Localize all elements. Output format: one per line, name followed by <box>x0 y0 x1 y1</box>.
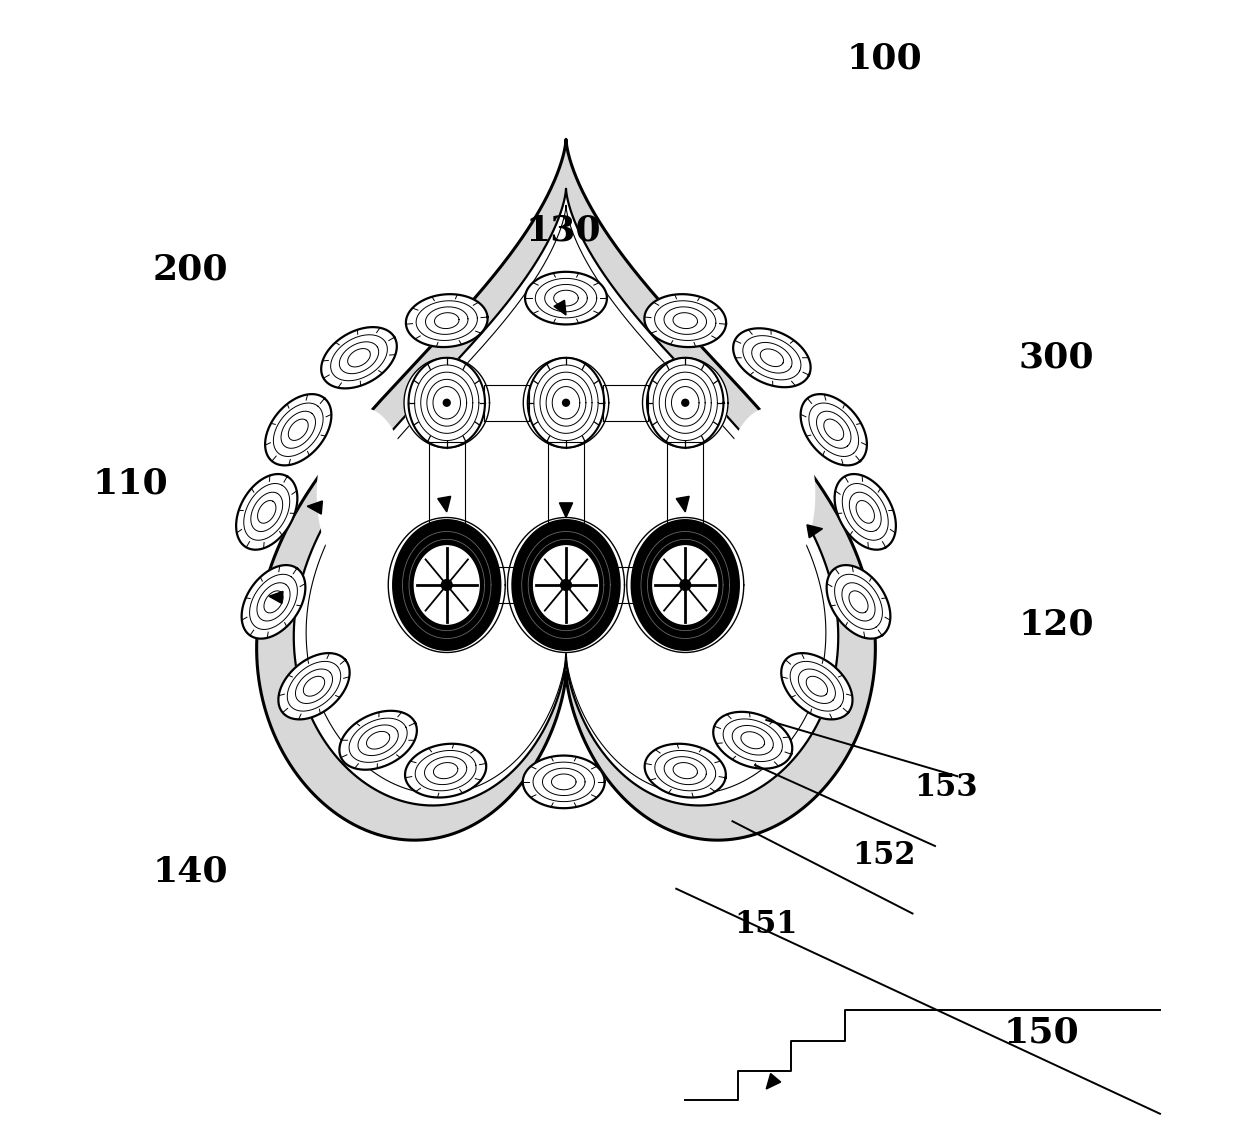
Polygon shape <box>523 756 605 808</box>
Text: 120: 120 <box>1019 608 1095 641</box>
Polygon shape <box>236 474 298 550</box>
Polygon shape <box>242 565 305 639</box>
Polygon shape <box>554 300 565 315</box>
Polygon shape <box>404 358 490 448</box>
Polygon shape <box>645 294 727 348</box>
Polygon shape <box>525 272 606 324</box>
Polygon shape <box>523 358 609 448</box>
Circle shape <box>560 579 572 591</box>
Polygon shape <box>484 567 529 603</box>
Polygon shape <box>801 394 867 466</box>
Polygon shape <box>317 408 408 579</box>
Polygon shape <box>676 496 689 512</box>
Polygon shape <box>512 520 620 650</box>
Polygon shape <box>766 1073 781 1089</box>
Polygon shape <box>559 503 573 518</box>
Circle shape <box>563 399 569 406</box>
Text: 300: 300 <box>1019 341 1095 375</box>
Polygon shape <box>321 327 397 388</box>
Polygon shape <box>294 189 838 805</box>
Text: 200: 200 <box>153 253 228 287</box>
Polygon shape <box>652 546 718 624</box>
Polygon shape <box>257 140 875 840</box>
Polygon shape <box>405 744 486 798</box>
Polygon shape <box>645 744 725 798</box>
Text: 110: 110 <box>93 467 169 501</box>
Polygon shape <box>835 474 895 550</box>
Polygon shape <box>438 496 450 512</box>
Polygon shape <box>405 294 487 348</box>
Polygon shape <box>278 654 350 719</box>
Polygon shape <box>603 567 649 603</box>
Polygon shape <box>827 565 890 639</box>
Polygon shape <box>269 592 283 603</box>
Circle shape <box>444 399 450 406</box>
Circle shape <box>682 399 688 406</box>
Polygon shape <box>713 712 792 768</box>
Polygon shape <box>340 711 417 770</box>
Polygon shape <box>603 385 649 421</box>
Text: 150: 150 <box>1004 1016 1080 1050</box>
Polygon shape <box>533 546 599 624</box>
Polygon shape <box>807 524 822 538</box>
Polygon shape <box>626 518 744 652</box>
Circle shape <box>680 579 691 591</box>
Text: 151: 151 <box>734 909 797 940</box>
Circle shape <box>441 579 453 591</box>
Polygon shape <box>484 385 529 421</box>
Polygon shape <box>265 394 331 466</box>
Polygon shape <box>388 518 505 652</box>
Polygon shape <box>414 546 479 624</box>
Text: 152: 152 <box>853 839 916 871</box>
Polygon shape <box>667 442 703 523</box>
Polygon shape <box>724 408 815 579</box>
Polygon shape <box>631 520 739 650</box>
Polygon shape <box>429 442 465 523</box>
Polygon shape <box>308 501 322 514</box>
Polygon shape <box>507 518 625 652</box>
Text: 153: 153 <box>914 772 978 803</box>
Text: 140: 140 <box>153 855 228 889</box>
Polygon shape <box>642 358 728 448</box>
Text: 130: 130 <box>526 214 601 248</box>
Polygon shape <box>393 520 501 650</box>
Text: 100: 100 <box>847 42 923 75</box>
Polygon shape <box>733 328 811 387</box>
Polygon shape <box>781 654 853 719</box>
Polygon shape <box>548 442 584 523</box>
